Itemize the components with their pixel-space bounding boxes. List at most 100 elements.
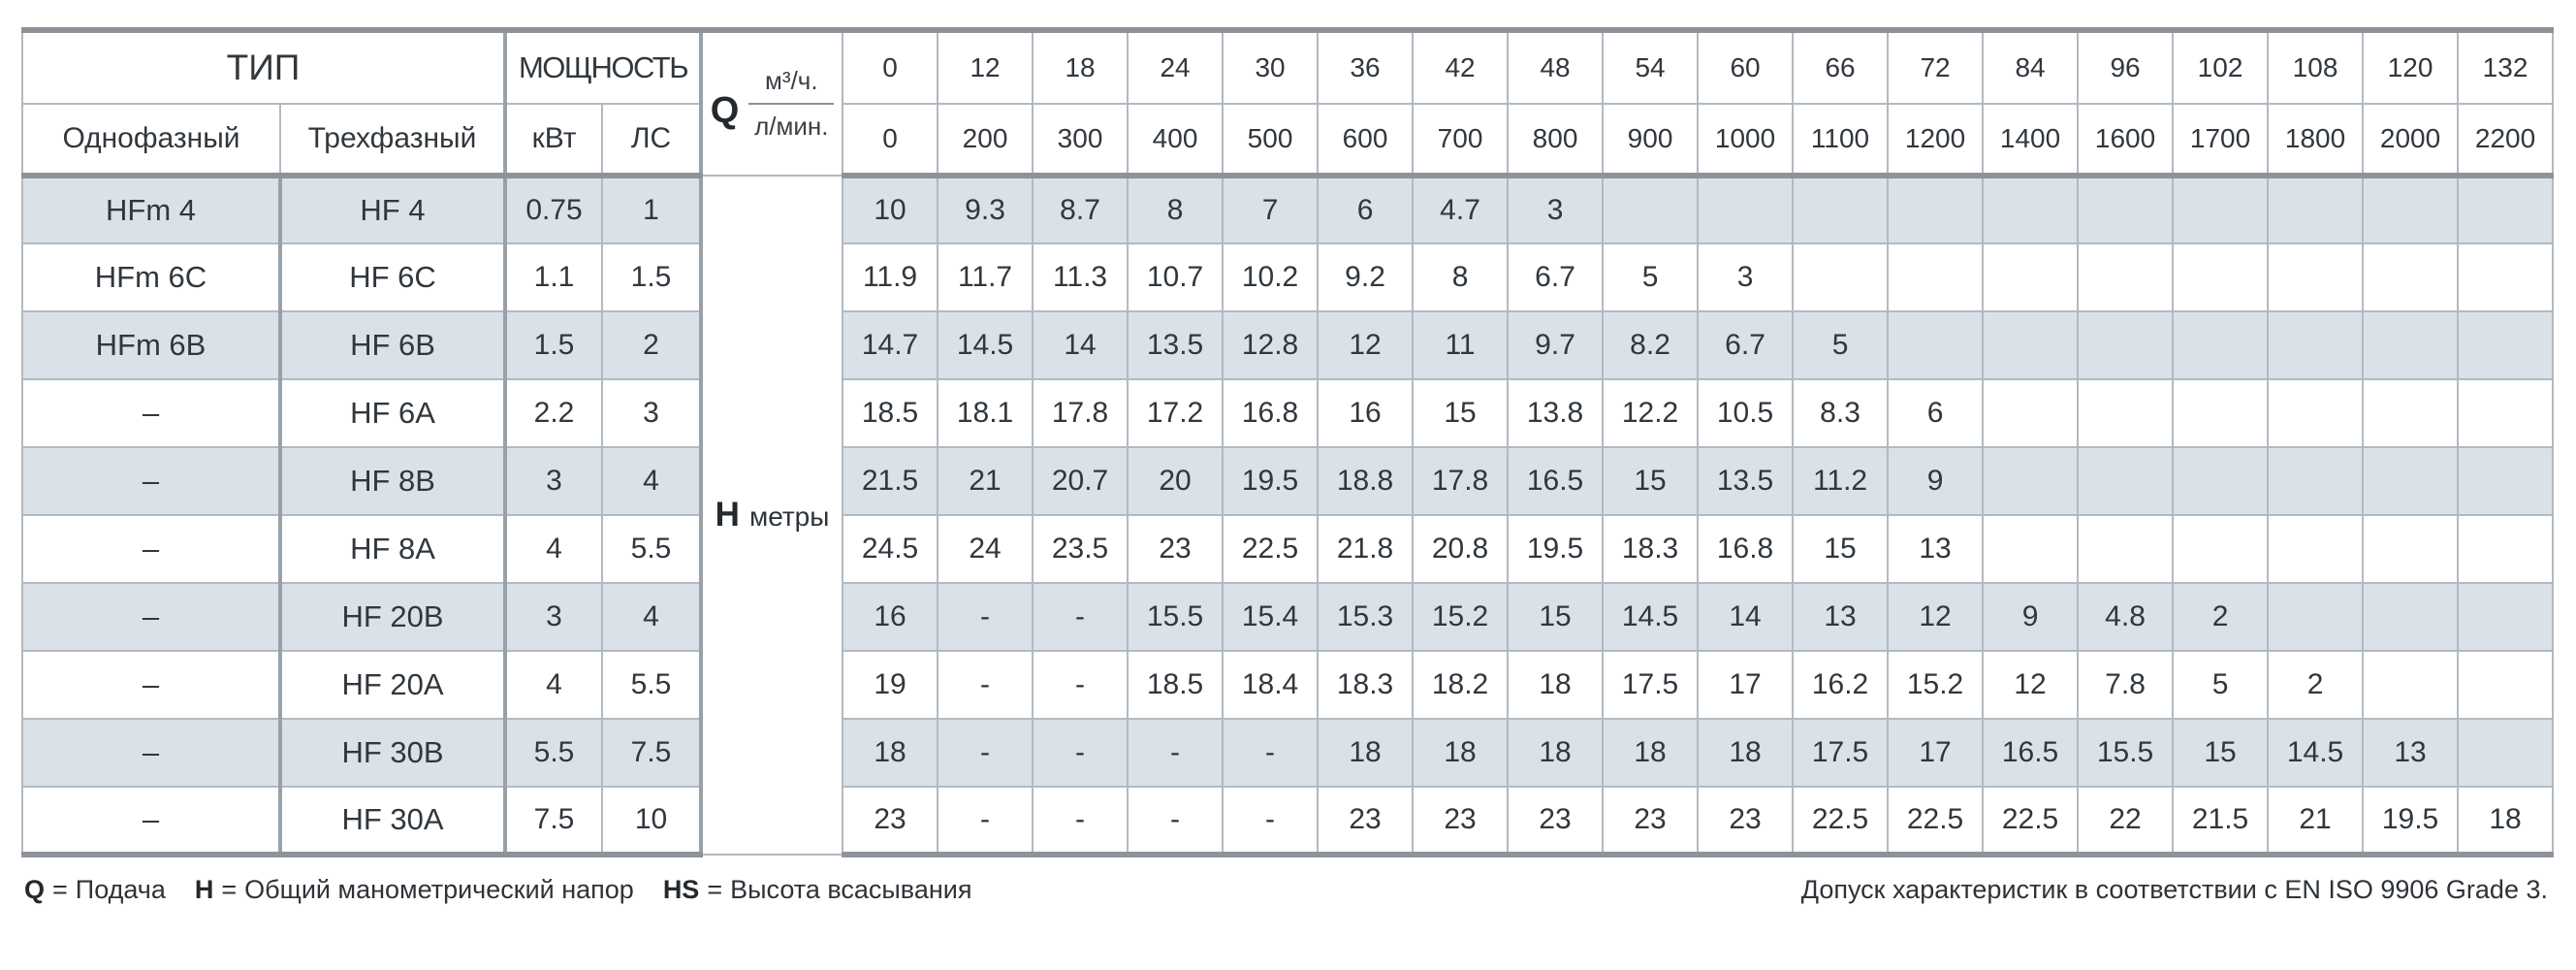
lmin-value-cell: 1200 <box>1887 103 1985 178</box>
head-value-cell <box>2457 446 2555 516</box>
pump-row-hf-6a: – HF 6A 2.2 3 18.5 18.1 17.8 17.2 16.8 16 15 13.8 12… <box>21 378 2555 448</box>
three-phase-model-cell: HF 8B <box>277 446 507 516</box>
single-phase-model-cell: HFm 6C <box>21 242 281 312</box>
head-value-cell <box>2077 514 2175 584</box>
head-value-cell: 7.8 <box>2077 650 2175 720</box>
head-value-cell: 21 <box>937 446 1034 516</box>
head-value-cell: 12 <box>1317 310 1415 380</box>
pump-performance-table: ТИП МОЩНОСТЬ Q м³/ч. л/мин. 0 12 18 24 30 36 4… <box>20 27 2555 857</box>
head-value-cell: 9.3 <box>937 175 1034 244</box>
head-value-cell: 14 <box>1032 310 1129 380</box>
m3h-value-cell: 30 <box>1222 27 1320 105</box>
head-value-cell <box>2457 378 2555 448</box>
head-value-cell: 18 <box>1697 718 1795 788</box>
legend-symbol: Н <box>194 875 214 904</box>
head-value-cell: 23.5 <box>1032 514 1129 584</box>
power-hp-cell: 2 <box>601 310 703 380</box>
head-value-cell: 18 <box>1507 650 1605 720</box>
head-value-cell: 18.4 <box>1222 650 1320 720</box>
head-value-cell <box>1792 175 1890 244</box>
head-value-cell: 10 <box>842 175 939 244</box>
m3h-value-cell: 42 <box>1412 27 1510 105</box>
head-value-cell: 18.3 <box>1317 650 1415 720</box>
type-header: ТИП <box>20 27 507 105</box>
head-value-cell: 20.7 <box>1032 446 1129 516</box>
head-value-cell <box>2362 242 2460 312</box>
head-value-cell: 15.3 <box>1317 582 1415 652</box>
single-phase-model-cell: HFm 6B <box>21 310 281 380</box>
head-value-cell <box>2457 175 2555 244</box>
head-value-cell: 14.5 <box>937 310 1034 380</box>
power-hp-cell: 4 <box>601 582 703 652</box>
meters-unit-label: метры <box>748 501 830 532</box>
head-value-cell: 14.7 <box>842 310 939 380</box>
legend-equals: = <box>707 875 723 904</box>
m3h-value-cell: 72 <box>1887 27 1985 105</box>
lmin-value-cell: 500 <box>1222 103 1320 178</box>
three-phase-model-cell: HF 6B <box>277 310 507 380</box>
head-value-cell: 6.7 <box>1697 310 1795 380</box>
head-value-cell: 13 <box>2362 718 2460 788</box>
single-phase-model-cell: – <box>21 514 281 584</box>
power-kw-cell: 1.1 <box>503 242 604 312</box>
single-phase-header: Однофазный <box>21 103 281 178</box>
head-value-cell: 22.5 <box>1792 786 1890 857</box>
pump-row-hf-6b: HFm 6B HF 6B 1.5 2 14.7 14.5 14 13.5 12.8 12 11 9.7… <box>21 310 2555 380</box>
head-value-cell: 13.5 <box>1127 310 1224 380</box>
head-value-cell <box>2077 310 2175 380</box>
power-kw-cell: 3 <box>503 446 604 516</box>
head-value-cell <box>1982 378 2080 448</box>
head-value-cell <box>2457 582 2555 652</box>
head-value-cell <box>2077 378 2175 448</box>
head-value-cell: 13.5 <box>1697 446 1795 516</box>
tolerance-note: Допуск характеристик в соответствии с EN… <box>1800 875 2548 904</box>
head-value-cell: 19.5 <box>2362 786 2460 857</box>
head-value-cell <box>2362 310 2460 380</box>
header-row-labels: Однофазный Трехфазный кВт ЛС 0 200 300 400 5… <box>21 103 2555 178</box>
head-value-cell: 8.7 <box>1032 175 1129 244</box>
head-value-cell: 5 <box>1602 242 1700 312</box>
head-value-cell <box>1982 446 2080 516</box>
head-value-cell: 13 <box>1792 582 1890 652</box>
head-value-cell: 23 <box>1127 514 1224 584</box>
head-value-cell <box>2457 242 2555 312</box>
head-value-cell: 8.2 <box>1602 310 1700 380</box>
power-hp-cell: 7.5 <box>601 718 703 788</box>
head-value-cell: 12.8 <box>1222 310 1320 380</box>
m3h-value-cell: 60 <box>1697 27 1795 105</box>
power-kw-cell: 4 <box>503 514 604 584</box>
head-value-cell <box>2362 514 2460 584</box>
m3h-value-cell: 108 <box>2267 27 2365 105</box>
legend-text: Общий манометрический напор <box>244 875 634 904</box>
head-value-cell: 15.2 <box>1887 650 1985 720</box>
power-hp-cell: 3 <box>601 378 703 448</box>
head-value-cell: 9 <box>1887 446 1985 516</box>
head-value-cell: 7 <box>1222 175 1320 244</box>
head-value-cell: 13.8 <box>1507 378 1605 448</box>
head-value-cell: 23 <box>1317 786 1415 857</box>
head-value-cell <box>1602 175 1700 244</box>
header-row-units: ТИП МОЩНОСТЬ Q м³/ч. л/мин. 0 12 18 24 30 36 4… <box>20 27 2555 177</box>
lmin-value-cell: 1000 <box>1697 103 1795 178</box>
q-units: м³/ч. л/мин. <box>748 66 835 142</box>
m3h-value-cell: 96 <box>2077 27 2175 105</box>
head-value-cell: 22 <box>2077 786 2175 857</box>
lmin-value-cell: 900 <box>1602 103 1700 178</box>
head-value-cell <box>2172 514 2270 584</box>
hp-header: ЛС <box>601 103 703 178</box>
head-value-cell: - <box>1127 786 1224 857</box>
pump-row-hf-6c: HFm 6C HF 6C 1.1 1.5 11.9 11.7 11.3 10.7 10.2 9.2… <box>21 242 2555 312</box>
legend-text: Подача <box>75 875 166 904</box>
power-hp-cell: 5.5 <box>601 514 703 584</box>
head-value-cell: 15.4 <box>1222 582 1320 652</box>
m3h-value-cell: 54 <box>1602 27 1700 105</box>
head-value-cell: - <box>1222 718 1320 788</box>
head-value-cell: 6 <box>1317 175 1415 244</box>
pump-row-hf-8a: – HF 8A 4 5.5 24.5 24 23.5 23 22.5 21.8 20.8 19.5 18… <box>21 514 2555 584</box>
lmin-value-cell: 2000 <box>2362 103 2460 178</box>
m3h-value-cell: 84 <box>1982 27 2080 105</box>
head-value-cell <box>2172 175 2270 244</box>
lmin-value-cell: 0 <box>842 103 939 178</box>
lmin-value-cell: 2200 <box>2457 103 2555 178</box>
